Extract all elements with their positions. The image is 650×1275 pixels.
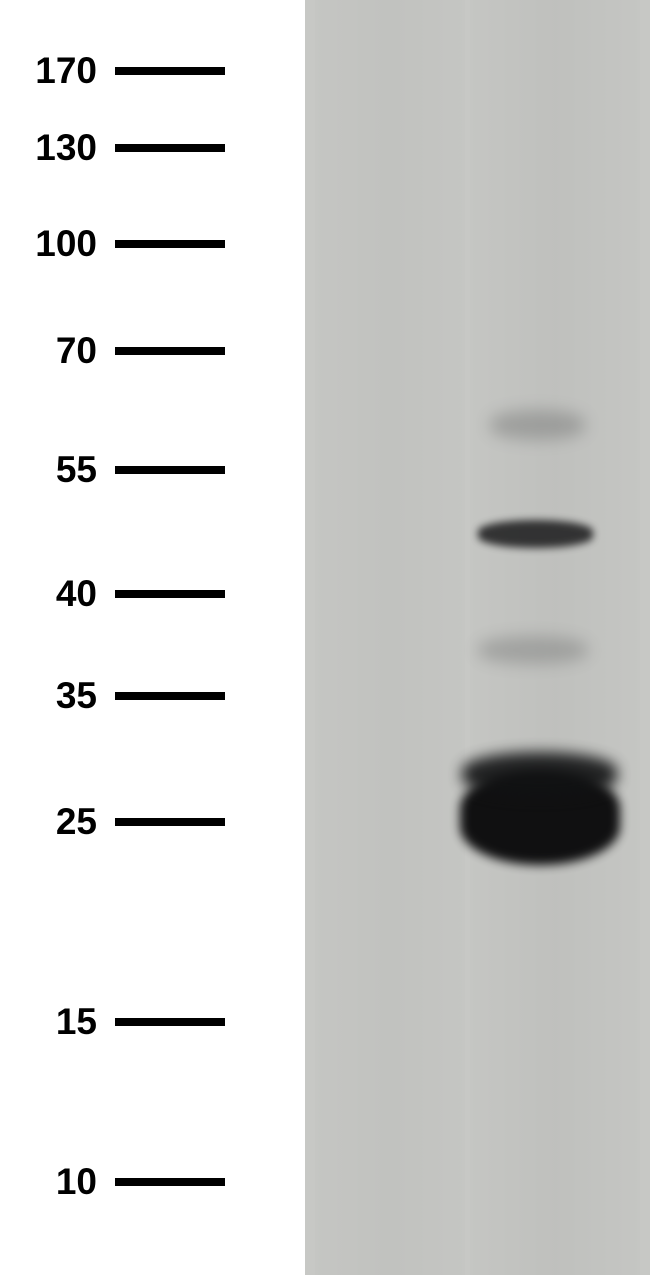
- marker-40: 40: [0, 573, 300, 615]
- marker-tick: [115, 1178, 225, 1186]
- marker-tick: [115, 144, 225, 152]
- molecular-weight-ladder: 170 130 100 70 55 40 35 25: [0, 0, 300, 1275]
- blot-membrane: [305, 0, 650, 1275]
- marker-15: 15: [0, 1001, 300, 1043]
- marker-tick: [115, 692, 225, 700]
- marker-label: 170: [0, 50, 115, 92]
- band-52: [478, 520, 593, 548]
- western-blot-figure: 170 130 100 70 55 40 35 25: [0, 0, 650, 1275]
- marker-tick: [115, 67, 225, 75]
- marker-tick: [115, 240, 225, 248]
- band-faint-38: [478, 636, 588, 664]
- marker-label: 70: [0, 330, 115, 372]
- marker-130: 130: [0, 127, 300, 169]
- marker-25: 25: [0, 801, 300, 843]
- marker-70: 70: [0, 330, 300, 372]
- marker-10: 10: [0, 1161, 300, 1203]
- marker-55: 55: [0, 449, 300, 491]
- marker-label: 10: [0, 1161, 115, 1203]
- marker-label: 40: [0, 573, 115, 615]
- marker-tick: [115, 818, 225, 826]
- lane-1: [315, 0, 465, 1275]
- band-main-27-halo: [462, 752, 617, 797]
- marker-label: 55: [0, 449, 115, 491]
- marker-label: 25: [0, 801, 115, 843]
- marker-tick: [115, 466, 225, 474]
- marker-label: 15: [0, 1001, 115, 1043]
- band-faint-70: [490, 410, 585, 440]
- marker-tick: [115, 1018, 225, 1026]
- marker-100: 100: [0, 223, 300, 265]
- marker-tick: [115, 347, 225, 355]
- marker-35: 35: [0, 675, 300, 717]
- marker-label: 100: [0, 223, 115, 265]
- marker-label: 130: [0, 127, 115, 169]
- marker-label: 35: [0, 675, 115, 717]
- marker-170: 170: [0, 50, 300, 92]
- marker-tick: [115, 590, 225, 598]
